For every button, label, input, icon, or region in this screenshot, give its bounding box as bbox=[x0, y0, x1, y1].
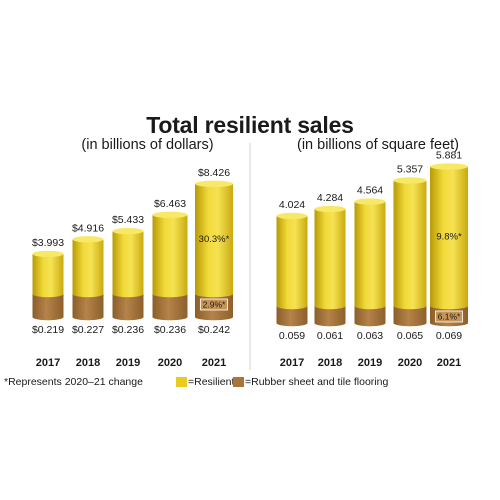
legend-swatch-rubber bbox=[233, 377, 244, 387]
bar-rubber-2017 bbox=[32, 294, 64, 321]
annotation-rubber-box bbox=[200, 298, 228, 311]
bar-resilient-2021-top bbox=[430, 163, 468, 170]
label-resilient-2017: $3.993 bbox=[32, 237, 64, 249]
bar-resilient-2019 bbox=[354, 201, 386, 327]
annotation-rubber-box bbox=[435, 310, 463, 323]
label-rubber-2018: 0.061 bbox=[317, 330, 343, 342]
bar-resilient-2018-top bbox=[314, 205, 346, 213]
chart-title: Total resilient sales bbox=[146, 112, 354, 138]
bar-resilient-2020 bbox=[152, 214, 188, 321]
right-chart-subtitle: (in billions of square feet) bbox=[297, 137, 459, 153]
bar-rubber-2019 bbox=[112, 294, 144, 321]
label-rubber-2021: $0.242 bbox=[198, 324, 230, 336]
bar-resilient-2020-top bbox=[152, 211, 188, 219]
tick-label-2020: 2020 bbox=[398, 357, 422, 369]
tick-label-2018: 2018 bbox=[318, 357, 342, 369]
label-rubber-2021: 0.069 bbox=[436, 330, 462, 342]
legend-label-resilient: =Resilient bbox=[188, 376, 235, 388]
bar-rubber-2020 bbox=[152, 294, 188, 321]
label-resilient-2020: 5.357 bbox=[397, 164, 423, 176]
bar-rubber-2019 bbox=[354, 306, 386, 327]
label-rubber-2019: 0.063 bbox=[357, 330, 383, 342]
square-feet-chart: 4.024 0.059 2017 4.284 0.061 2018 4.564 0.063 20… bbox=[276, 150, 468, 369]
label-rubber-2018: $0.227 bbox=[72, 324, 104, 336]
tick-label-2020: 2020 bbox=[158, 357, 182, 369]
bar-resilient-2021 bbox=[195, 183, 233, 321]
label-resilient-2019: $5.433 bbox=[112, 214, 144, 226]
label-resilient-2018: 4.284 bbox=[317, 192, 343, 204]
tick-label-2019: 2019 bbox=[116, 357, 140, 369]
bar-resilient-2020-top bbox=[393, 177, 427, 184]
label-resilient-2020: $6.463 bbox=[154, 198, 186, 210]
bar-rubber-2018 bbox=[72, 294, 104, 321]
tick-label-2021: 2021 bbox=[202, 357, 226, 369]
tick-label-2019: 2019 bbox=[358, 357, 382, 369]
bar-rubber-2018 bbox=[314, 306, 346, 327]
legend-item-resilient: =Resilient bbox=[176, 376, 234, 388]
bar-resilient-2021-top bbox=[195, 180, 233, 188]
bar-resilient-2018 bbox=[314, 209, 346, 327]
tick-label-2017: 2017 bbox=[36, 357, 60, 369]
label-resilient-2017: 4.024 bbox=[279, 199, 305, 211]
label-rubber-2020: $0.236 bbox=[154, 324, 186, 336]
bar-rubber-2017 bbox=[276, 306, 308, 327]
dollars-chart: $3.993 $0.219 2017 $4.916 $0.227 2018 $5.433 $0… bbox=[32, 167, 233, 369]
bar-resilient-2017-top bbox=[276, 212, 308, 220]
label-resilient-2021: 5.881 bbox=[436, 150, 462, 162]
annotation-rubber-change: 6.1%* bbox=[438, 312, 461, 322]
label-resilient-2021: $8.426 bbox=[198, 167, 230, 179]
legend-swatch-resilient bbox=[176, 377, 187, 387]
bar-resilient-2018-top bbox=[72, 236, 104, 243]
left-chart-subtitle: (in billions of dollars) bbox=[81, 137, 214, 153]
bar-resilient-2020 bbox=[393, 180, 427, 327]
bar-resilient-2019-top bbox=[112, 227, 144, 235]
label-rubber-2017: $0.219 bbox=[32, 324, 64, 336]
bar-resilient-2017 bbox=[276, 215, 308, 327]
bar-rubber-2020 bbox=[393, 306, 427, 327]
label-rubber-2020: 0.065 bbox=[397, 330, 423, 342]
legend-label-rubber: =Rubber sheet and tile flooring bbox=[245, 376, 389, 388]
label-rubber-2017: 0.059 bbox=[279, 330, 305, 342]
bar-resilient-2021 bbox=[430, 166, 468, 327]
footnote: *Represents 2020–21 change bbox=[4, 376, 143, 388]
label-rubber-2019: $0.236 bbox=[112, 324, 144, 336]
legend-item-rubber: =Rubber sheet and tile flooring bbox=[233, 376, 388, 388]
label-resilient-2019: 4.564 bbox=[357, 185, 383, 197]
bar-resilient-2017-top bbox=[32, 250, 64, 258]
annotation-resilient-change: 9.8%* bbox=[436, 231, 462, 242]
annotation-rubber-change: 2.9%* bbox=[203, 300, 226, 310]
bar-resilient-2019-top bbox=[354, 198, 386, 205]
label-resilient-2018: $4.916 bbox=[72, 222, 104, 234]
annotation-resilient-change: 30.3%* bbox=[199, 234, 230, 245]
tick-label-2017: 2017 bbox=[280, 357, 304, 369]
tick-label-2021: 2021 bbox=[437, 357, 461, 369]
tick-label-2018: 2018 bbox=[76, 357, 100, 369]
